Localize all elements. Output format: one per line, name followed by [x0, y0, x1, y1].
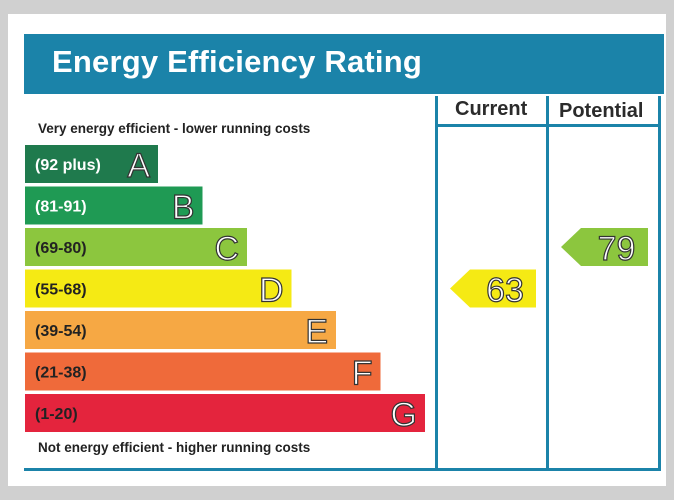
chart-title: Energy Efficiency Rating: [52, 44, 423, 79]
band-range-d: (55-68): [35, 282, 87, 299]
band-letter-d: D: [259, 272, 284, 310]
band-letter-e: E: [305, 313, 328, 351]
band-bar-c: [25, 228, 247, 266]
potential-column-header: Potential: [559, 100, 644, 122]
band-range-a: (92 plus): [35, 157, 101, 174]
band-range-c: (69-80): [35, 240, 87, 257]
header-underline: [435, 124, 661, 127]
band-range-e: (39-54): [35, 323, 87, 340]
current-rating-arrow: [450, 269, 536, 308]
band-bar-f: [25, 352, 381, 391]
band-letter-b: B: [172, 189, 195, 227]
band-bar-d: [25, 269, 292, 308]
bottom-caption: Not energy efficient - higher running co…: [38, 440, 311, 455]
current-column-header: Current: [455, 98, 528, 120]
band-range-g: (1-20): [35, 406, 78, 423]
top-caption: Very energy efficient - lower running co…: [38, 121, 311, 136]
band-bar-e: [25, 311, 336, 349]
potential-rating-arrow: [561, 228, 648, 266]
column-divider-right: [658, 96, 661, 470]
band-range-f: (21-38): [35, 365, 87, 382]
band-letter-a: A: [127, 147, 150, 185]
band-letter-g: G: [391, 396, 417, 434]
title-bar: Energy Efficiency Rating: [24, 34, 664, 94]
band-bar-g: [25, 394, 425, 432]
potential-rating-value: 79: [598, 230, 636, 268]
bottom-rule: [24, 468, 661, 471]
band-bar-a: [25, 145, 158, 183]
band-letter-c: C: [214, 230, 239, 268]
epc-card: Energy Efficiency Rating Current Potenti…: [8, 14, 666, 486]
band-bar-b: [25, 186, 203, 225]
band-range-b: (81-91): [35, 199, 87, 216]
band-letter-f: F: [352, 355, 373, 393]
current-rating-value: 63: [486, 272, 524, 310]
column-divider-middle: [546, 96, 549, 470]
rating-chart: (92 plus) A (81-91) B (69-80) C (55-68) D (39-54…: [25, 145, 648, 435]
column-divider-left: [435, 96, 438, 470]
